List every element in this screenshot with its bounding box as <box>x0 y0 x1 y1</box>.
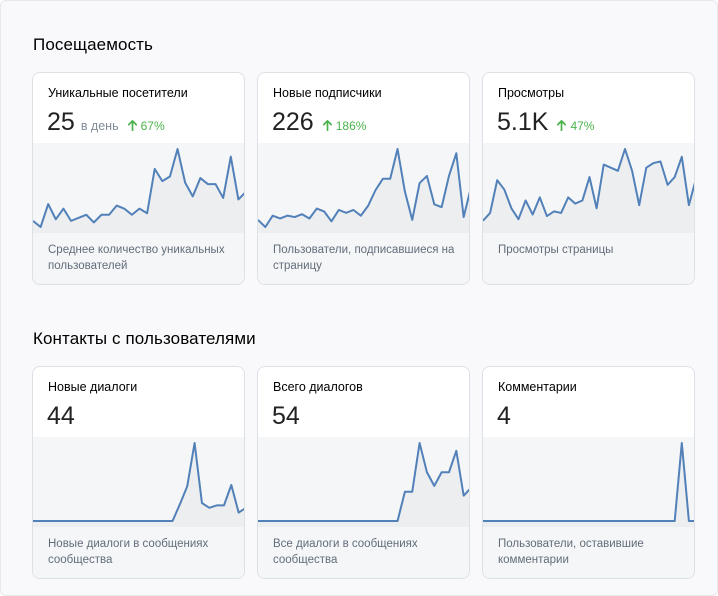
card-unique-visitors[interactable]: Уникальные посетители 25 в день 67% Сред… <box>32 72 245 285</box>
section-title-attendance: Посещаемость <box>33 35 154 54</box>
trend-value: 186% <box>335 119 367 133</box>
card-description: Новые диалоги в сообщениях сообщества <box>48 538 209 566</box>
trend-badge: 47% <box>557 119 594 133</box>
card-value: 226 <box>272 108 314 136</box>
sparkline-line <box>33 443 245 521</box>
card-value: 5.1K <box>497 108 549 136</box>
sparkline-area <box>33 149 244 233</box>
card-chart-area: Среднее количество уникальных пользовате… <box>33 143 245 284</box>
card-chart-area: Все диалоги в сообщениях сообщества <box>258 437 470 578</box>
sparkline-area <box>483 149 694 233</box>
card-value-row: 25 в день 67% <box>47 108 165 137</box>
sparkline-chart <box>483 143 695 233</box>
card-description: Среднее количество уникальных пользовате… <box>48 244 225 272</box>
card-new-dialogs[interactable]: Новые диалоги 44 Новые диалоги в сообщен… <box>32 366 245 579</box>
card-chart-area: Пользователи, оставившие комментарии <box>483 437 695 578</box>
sparkline-area <box>33 443 244 527</box>
card-title: Всего диалогов <box>273 380 363 394</box>
card-title: Уникальные посетители <box>48 86 188 100</box>
arrow-up-icon <box>557 120 567 131</box>
card-title: Просмотры <box>498 86 565 100</box>
sparkline-chart <box>258 437 470 527</box>
card-description: Пользователи, подписавшиеся на страницу <box>273 244 455 272</box>
card-value: 54 <box>272 402 300 430</box>
card-unit: в день <box>80 119 119 133</box>
card-title: Новые подписчики <box>273 86 382 100</box>
card-new-subscribers[interactable]: Новые подписчики 226 186% Пользователи, … <box>257 72 470 285</box>
sparkline-chart <box>33 437 245 527</box>
card-value-row: 4 <box>497 402 511 431</box>
sparkline-line <box>483 149 695 221</box>
card-value-row: 226 186% <box>272 108 366 137</box>
card-description: Просмотры страницы <box>498 244 614 256</box>
card-value: 4 <box>497 402 511 430</box>
section-title-user-contacts: Контакты с пользователями <box>33 329 256 348</box>
card-value-row: 44 <box>47 402 75 431</box>
sparkline-line <box>33 149 245 227</box>
trend-badge: 186% <box>322 119 367 133</box>
card-title: Новые диалоги <box>48 380 138 394</box>
card-views[interactable]: Просмотры 5.1K 47% Просмотры страницы <box>482 72 695 285</box>
sparkline-line <box>258 149 470 227</box>
sparkline-area <box>258 149 469 233</box>
card-description: Все диалоги в сообщениях сообщества <box>273 538 418 566</box>
arrow-up-icon <box>127 120 137 131</box>
card-value: 25 <box>47 108 75 136</box>
sparkline-area <box>258 443 469 527</box>
card-chart-area: Пользователи, подписавшиеся на страницу <box>258 143 470 284</box>
card-title: Комментарии <box>498 380 577 394</box>
sparkline-line <box>258 443 470 521</box>
card-chart-area: Просмотры страницы <box>483 143 695 284</box>
card-comments[interactable]: Комментарии 4 Пользователи, оставившие к… <box>482 366 695 579</box>
sparkline-chart <box>258 143 470 233</box>
sparkline-chart <box>483 437 695 527</box>
card-description: Пользователи, оставившие комментарии <box>498 538 644 566</box>
sparkline-area <box>483 443 694 527</box>
card-chart-area: Новые диалоги в сообщениях сообщества <box>33 437 245 578</box>
trend-value: 67% <box>140 119 165 133</box>
card-value: 44 <box>47 402 75 430</box>
card-value-row: 54 <box>272 402 300 431</box>
card-total-dialogs[interactable]: Всего диалогов 54 Все диалоги в сообщени… <box>257 366 470 579</box>
sparkline-line <box>483 443 695 521</box>
arrow-up-icon <box>322 120 332 131</box>
sparkline-chart <box>33 143 245 233</box>
trend-badge: 67% <box>127 119 165 133</box>
trend-value: 47% <box>570 119 595 133</box>
card-value-row: 5.1K 47% <box>497 108 594 137</box>
